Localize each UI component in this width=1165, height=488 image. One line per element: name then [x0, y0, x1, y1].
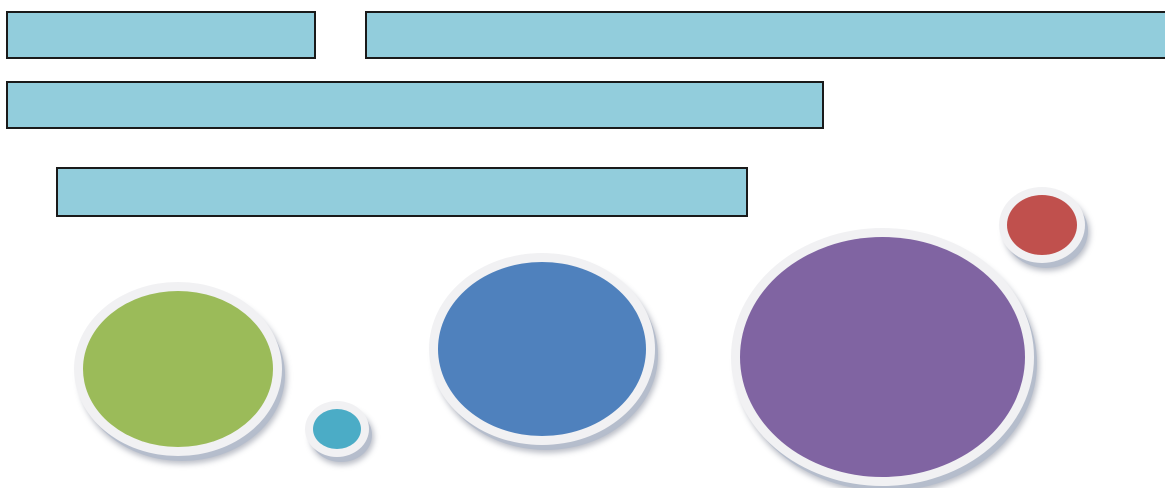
text-box-1: [6, 11, 316, 59]
blue-circle: [438, 262, 646, 436]
text-box-3: [6, 81, 824, 129]
purple-circle-ring: [731, 228, 1034, 486]
blue-circle-ring: [429, 253, 655, 445]
red-circle: [1007, 195, 1077, 255]
green-circle-ring: [74, 282, 282, 456]
red-circle-ring: [999, 187, 1085, 263]
teal-circle-ring: [305, 401, 369, 457]
text-box-4: [56, 167, 748, 217]
text-box-2: [365, 11, 1165, 59]
purple-circle: [740, 237, 1025, 477]
green-circle: [83, 291, 273, 447]
teal-circle: [313, 409, 361, 449]
